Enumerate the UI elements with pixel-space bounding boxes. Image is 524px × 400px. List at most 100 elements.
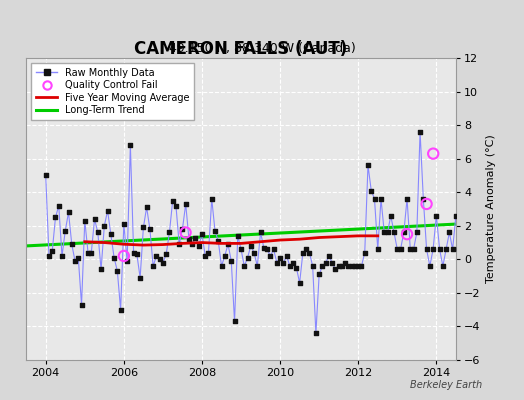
Point <box>374 246 382 252</box>
Point <box>338 263 346 269</box>
Point <box>54 202 63 209</box>
Point <box>471 212 479 219</box>
Point <box>107 231 115 237</box>
Point <box>331 266 340 273</box>
Point <box>133 251 141 258</box>
Point <box>384 229 392 236</box>
Point <box>396 246 405 252</box>
Point <box>243 254 252 261</box>
Point <box>484 246 493 252</box>
Point <box>458 246 466 252</box>
Point <box>208 196 216 202</box>
Point <box>185 236 193 242</box>
Point <box>452 212 460 219</box>
Point <box>159 260 167 266</box>
Point <box>520 246 524 252</box>
Point <box>90 216 99 222</box>
Point <box>422 201 431 207</box>
Point <box>468 263 476 269</box>
Point <box>231 318 239 325</box>
Point <box>103 208 112 214</box>
Point <box>305 250 313 256</box>
Point <box>191 234 200 241</box>
Point <box>78 302 86 308</box>
Point <box>276 254 285 261</box>
Point <box>204 250 213 256</box>
Point <box>253 263 261 269</box>
Point <box>380 229 388 236</box>
Point <box>432 212 441 219</box>
Point <box>299 250 307 256</box>
Point <box>110 254 118 261</box>
Point <box>162 251 170 258</box>
Point <box>146 226 154 232</box>
Point <box>41 172 50 179</box>
Point <box>302 246 310 252</box>
Point <box>406 246 414 252</box>
Point <box>312 330 320 336</box>
Point <box>487 263 496 269</box>
Point <box>256 229 265 236</box>
Point <box>240 263 248 269</box>
Point <box>322 260 330 266</box>
Point <box>429 246 438 252</box>
Point <box>152 253 160 259</box>
Point <box>116 306 125 313</box>
Point <box>214 238 223 244</box>
Point <box>259 244 268 251</box>
Point <box>400 229 408 236</box>
Point <box>247 243 255 249</box>
Point <box>491 263 499 269</box>
Point <box>334 263 343 269</box>
Text: 49.150 N, 88.340 W (Canada): 49.150 N, 88.340 W (Canada) <box>169 42 355 55</box>
Point <box>279 260 288 266</box>
Point <box>224 241 232 248</box>
Point <box>123 258 132 264</box>
Point <box>481 246 489 252</box>
Point <box>449 246 457 252</box>
Point <box>266 253 275 259</box>
Point <box>292 264 301 271</box>
Point <box>296 280 304 286</box>
Point <box>87 250 95 256</box>
Point <box>474 229 483 236</box>
Point <box>194 243 203 249</box>
Point <box>309 263 317 269</box>
Point <box>221 253 229 259</box>
Point <box>97 266 105 273</box>
Point <box>494 246 503 252</box>
Point <box>442 246 450 252</box>
Point <box>64 209 73 216</box>
Point <box>409 246 418 252</box>
Point <box>419 196 428 202</box>
Legend: Raw Monthly Data, Quality Control Fail, Five Year Moving Average, Long-Term Tren: Raw Monthly Data, Quality Control Fail, … <box>31 63 194 120</box>
Point <box>198 231 206 237</box>
Point <box>455 246 463 252</box>
Point <box>165 229 173 236</box>
Point <box>227 258 235 264</box>
Point <box>412 229 421 236</box>
Point <box>514 212 522 219</box>
Point <box>94 229 102 236</box>
Point <box>429 150 438 157</box>
Point <box>282 253 291 259</box>
Point <box>416 129 424 135</box>
Point <box>181 229 190 236</box>
Point <box>71 258 79 264</box>
Point <box>445 229 454 236</box>
Point <box>465 246 473 252</box>
Point <box>126 142 135 148</box>
Point <box>172 202 180 209</box>
Point <box>462 246 470 252</box>
Point <box>370 196 379 202</box>
Point <box>169 198 177 204</box>
Point <box>237 246 245 252</box>
Point <box>318 263 326 269</box>
Point <box>129 250 138 256</box>
Point <box>272 260 281 266</box>
Title: CAMERON FALLS (AUT): CAMERON FALLS (AUT) <box>135 40 347 58</box>
Point <box>344 263 353 269</box>
Point <box>351 263 359 269</box>
Point <box>58 253 66 259</box>
Point <box>377 196 385 202</box>
